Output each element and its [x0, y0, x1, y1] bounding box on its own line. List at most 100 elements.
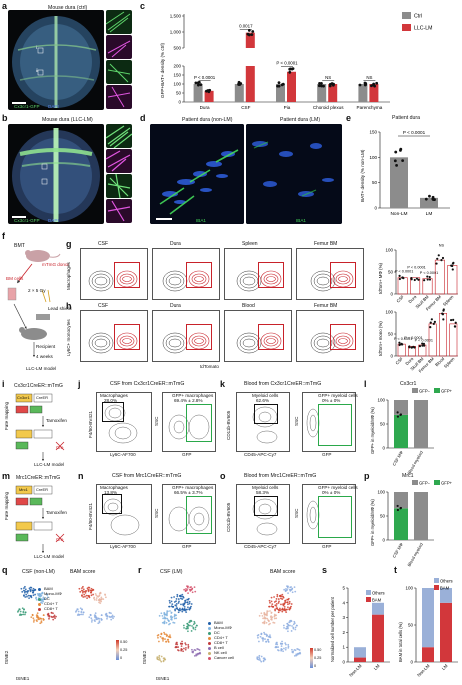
- tsne-point: [162, 657, 165, 660]
- flow-col-title: CSF: [98, 303, 108, 309]
- tsne-point: [109, 616, 112, 619]
- flow-k-left: [236, 392, 290, 452]
- data-point: [421, 344, 424, 347]
- legend-label-llc: LLC-LM: [414, 26, 432, 32]
- panel-m-model: LLC-LM model: [34, 554, 65, 559]
- tsne-point: [291, 651, 294, 653]
- tsne-point: [265, 621, 268, 624]
- r-legend-7: Cancer cell: [214, 655, 235, 660]
- y-tick-label: 500: [173, 46, 181, 51]
- tsne-point: [196, 648, 199, 650]
- tsne-point: [268, 599, 271, 602]
- tsne-point: [187, 645, 190, 648]
- data-point: [394, 150, 398, 154]
- tsne-point: [186, 625, 188, 628]
- panel-j-yaxis-left: F4/80-BV421: [88, 410, 93, 438]
- data-point: [413, 346, 416, 349]
- tsne-point: [168, 605, 170, 608]
- legend-label-gfp-minus: GFP−: [419, 481, 431, 486]
- tsne-point: [181, 640, 183, 643]
- bar-LLC-LM: [369, 84, 379, 102]
- tsne-point: [280, 648, 283, 651]
- y-tick-label: 100: [385, 310, 393, 315]
- y-tick-label: 0: [382, 538, 385, 543]
- data-point: [454, 321, 457, 324]
- tsne-point: [97, 595, 100, 598]
- contour-black: [313, 335, 333, 351]
- gate-tdtom: [330, 262, 356, 288]
- contour-black: [239, 335, 259, 351]
- bar-bam: [422, 647, 434, 662]
- flow-col-title: CSF: [98, 241, 108, 247]
- legend-swatch: [38, 593, 41, 596]
- contour-black: [313, 273, 333, 289]
- tsne-point: [18, 608, 21, 611]
- panel-letter-s: s: [322, 565, 328, 575]
- tsne-point: [33, 619, 35, 622]
- panel-letter-h: h: [66, 301, 72, 311]
- tsne-point: [47, 613, 50, 616]
- panel-f-shield: Lead shield: [48, 306, 72, 311]
- tsne-point: [34, 593, 37, 596]
- data-point: [408, 346, 411, 349]
- panel-q-score: BAM score: [70, 569, 96, 575]
- tsne-point: [163, 631, 165, 634]
- tsne-point: [187, 646, 190, 649]
- data-point: [375, 81, 379, 85]
- tsne-point: [191, 648, 193, 651]
- x-tick-label: Blood: [434, 356, 446, 368]
- data-point: [440, 258, 443, 262]
- tsne-point: [42, 619, 45, 621]
- tsne-point: [186, 608, 188, 611]
- panel-b-stain-dapi: DAPI: [48, 218, 59, 223]
- tsne-point: [173, 617, 176, 620]
- y-axis-label: tdTom+ MΦ (%): [378, 263, 383, 294]
- tsne-point: [268, 605, 270, 608]
- tsne-point: [179, 595, 181, 597]
- tsne-point: [24, 613, 26, 616]
- panel-h-row-label: Ly6C+ monocytes: [66, 319, 71, 356]
- tsne-point: [36, 620, 38, 623]
- tsne-point: [184, 642, 187, 645]
- tsne-point: [85, 594, 88, 597]
- tsne-point: [167, 641, 170, 643]
- flow-col-title: Femur BM: [314, 303, 338, 309]
- tsne-point: [270, 612, 273, 614]
- data-point: [451, 268, 454, 271]
- tsne-point: [91, 619, 93, 622]
- tsne-point: [27, 590, 30, 592]
- tsne-point: [180, 603, 182, 606]
- tsne-point: [183, 647, 185, 650]
- contour-black: [91, 335, 111, 351]
- tsne-point: [283, 647, 285, 650]
- tsne-point: [270, 618, 273, 621]
- tsne-point: [90, 620, 93, 623]
- tsne-point: [23, 587, 25, 590]
- tsne-point: [100, 614, 103, 617]
- tsne-point: [106, 614, 109, 617]
- data-point: [423, 344, 426, 347]
- tsne-point: [98, 601, 100, 604]
- tsne-point: [185, 587, 187, 590]
- legend-swatch: [208, 642, 211, 645]
- tsne-point: [270, 615, 273, 618]
- panel-i-title: Cx3cr1CreER::mTmG: [14, 383, 63, 389]
- tsne-point: [32, 594, 35, 597]
- tsne-point: [32, 617, 35, 620]
- panel-n-yaxis-right: SSC: [154, 508, 159, 518]
- tsne-point: [158, 656, 160, 659]
- flow-col-title: Blood: [242, 303, 255, 309]
- tsne-point: [22, 613, 25, 616]
- q-legend-3: CD4+ T: [44, 601, 58, 606]
- q-legend-1: Mono-MΦ: [44, 591, 62, 596]
- panel-f-weeks: 4 weeks: [36, 354, 53, 359]
- panel-d-title-right: Patient dura (LM): [280, 117, 321, 123]
- tsne-point: [84, 592, 87, 594]
- tsne-point: [32, 591, 35, 594]
- tsne-point: [158, 654, 161, 657]
- tsne-point: [283, 605, 286, 608]
- data-point: [288, 70, 292, 74]
- y-axis-label: GFP+ in myeloid/MΦ (%): [370, 499, 375, 546]
- tsne-point: [262, 660, 265, 663]
- tsne-point: [265, 640, 268, 643]
